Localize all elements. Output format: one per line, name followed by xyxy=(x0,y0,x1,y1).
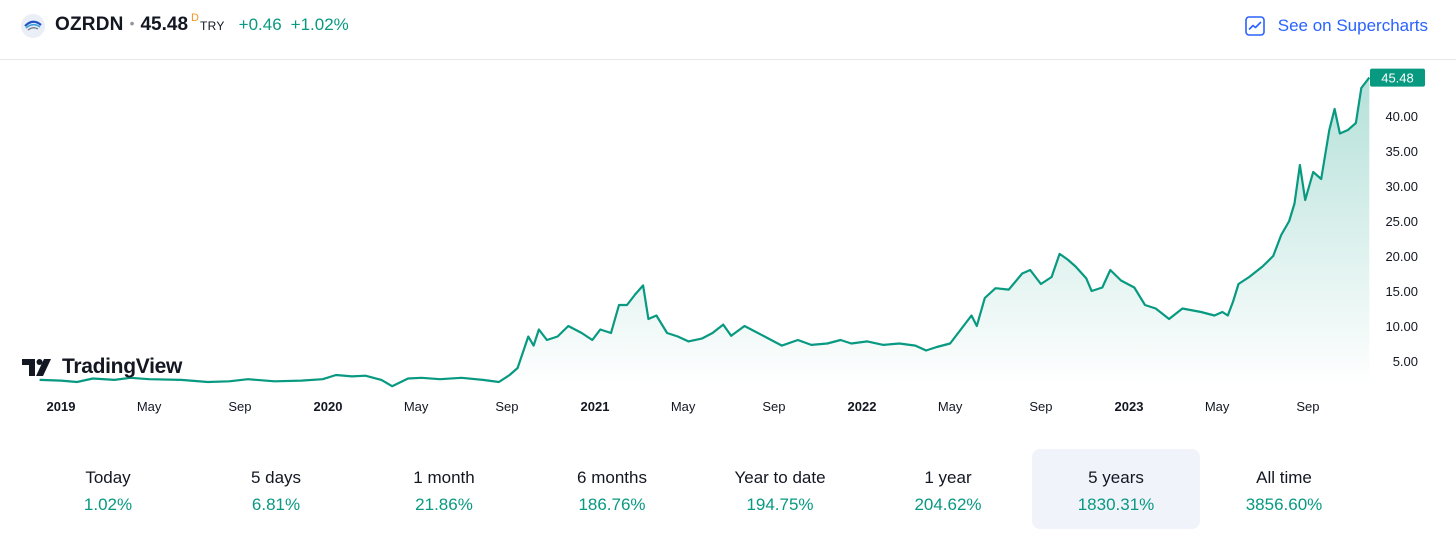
symbol-name[interactable]: OZRDN xyxy=(55,14,124,35)
y-tick-label: 40.00 xyxy=(1385,109,1418,124)
x-tick-label: 2019 xyxy=(47,399,76,414)
price-change: +0.46 xyxy=(238,15,282,34)
x-tick-label: Sep xyxy=(1296,399,1319,414)
range-value: 6.81% xyxy=(251,495,301,514)
y-tick-label: 35.00 xyxy=(1385,144,1418,159)
y-tick-label: 25.00 xyxy=(1385,214,1418,229)
range-label: 5 days xyxy=(250,468,302,487)
x-tick-label: Sep xyxy=(762,399,785,414)
range-button-all-time[interactable]: All time 3856.60% xyxy=(1200,449,1368,529)
price-change-percent: +1.02% xyxy=(290,15,349,34)
currency-label: TRY xyxy=(199,19,225,33)
x-tick-label: May xyxy=(137,399,162,414)
quote-line: OZRDN • 45.48 D TRY +0.46 +1.02% xyxy=(55,12,349,38)
y-tick-label: 30.00 xyxy=(1385,179,1418,194)
x-tick-label: May xyxy=(1205,399,1230,414)
x-tick-label: May xyxy=(404,399,429,414)
range-value: 194.75% xyxy=(746,495,814,514)
x-tick-label: Sep xyxy=(495,399,518,414)
range-label: All time xyxy=(1256,468,1312,487)
range-button-1-month[interactable]: 1 month 21.86% xyxy=(360,449,528,529)
price-area xyxy=(39,77,1370,387)
x-tick-label: 2022 xyxy=(848,399,877,414)
x-tick-label: 2021 xyxy=(581,399,610,414)
range-label: 6 months xyxy=(577,468,647,487)
symbol-header: OZRDN • 45.48 D TRY +0.46 +1.02% See on … xyxy=(0,0,1456,60)
y-tick-label: 15.00 xyxy=(1385,284,1418,299)
range-label: 5 years xyxy=(1088,468,1144,487)
chart-line-icon xyxy=(1244,16,1265,36)
performance-ranges: Today 1.02% 5 days 6.81% 1 month 21.86% 6 mont… xyxy=(24,449,1432,529)
delayed-marker: D xyxy=(191,12,199,24)
x-tick-label: May xyxy=(671,399,696,414)
range-value: 1.02% xyxy=(83,495,133,514)
x-tick-label: 2023 xyxy=(1115,399,1144,414)
y-tick-label: 20.00 xyxy=(1385,249,1418,264)
y-axis: 5.00 10.00 15.00 20.00 25.00 30.00 35.00 40.00 xyxy=(1385,109,1418,369)
y-tick-label: 5.00 xyxy=(1393,354,1418,369)
last-price-marker: 45.48 xyxy=(1370,68,1425,87)
price-line xyxy=(39,76,1371,388)
range-button-5-days[interactable]: 5 days 6.81% xyxy=(192,449,360,529)
range-value: 186.76% xyxy=(578,495,646,514)
range-button-5-years[interactable]: 5 years 1830.31% xyxy=(1032,449,1200,529)
x-tick-label: Sep xyxy=(1029,399,1052,414)
last-price-label: 45.48 xyxy=(1381,71,1414,86)
range-label: 1 month xyxy=(413,468,475,487)
range-button-6-months[interactable]: 6 months 186.76% xyxy=(528,449,696,529)
y-tick-label: 10.00 xyxy=(1385,319,1418,334)
range-label: Year to date xyxy=(734,468,826,487)
range-value: 3856.60% xyxy=(1245,495,1323,514)
x-tick-label: Sep xyxy=(228,399,251,414)
range-button-1-year[interactable]: 1 year 204.62% xyxy=(864,449,1032,529)
tradingview-watermark: TradingView xyxy=(22,355,182,379)
see-on-supercharts-link[interactable]: See on Supercharts xyxy=(1244,14,1428,38)
tradingview-logo-icon xyxy=(22,359,51,376)
range-button-today[interactable]: Today 1.02% xyxy=(24,449,192,529)
range-value: 21.86% xyxy=(415,495,473,514)
range-button-year-to-date[interactable]: Year to date 194.75% xyxy=(696,449,864,529)
price-chart[interactable]: 5.0010.0015.0020.0025.0030.0035.0040.00 … xyxy=(0,62,1456,422)
x-tick-label: May xyxy=(938,399,963,414)
last-price: 45.48 xyxy=(140,14,189,35)
see-on-supercharts-label: See on Supercharts xyxy=(1277,16,1428,35)
company-logo-icon xyxy=(21,14,45,38)
x-tick-label: 2020 xyxy=(314,399,343,414)
x-axis: 2019 May Sep 2020 May Sep 2021 May Sep 2022 May Sep… xyxy=(47,399,1320,414)
range-value: 204.62% xyxy=(914,495,982,514)
tradingview-brand-name: TradingView xyxy=(62,355,183,378)
separator-dot-icon: • xyxy=(129,15,135,31)
range-value: 1830.31% xyxy=(1077,495,1155,514)
range-label: 1 year xyxy=(924,468,972,487)
range-label: Today xyxy=(85,468,131,487)
